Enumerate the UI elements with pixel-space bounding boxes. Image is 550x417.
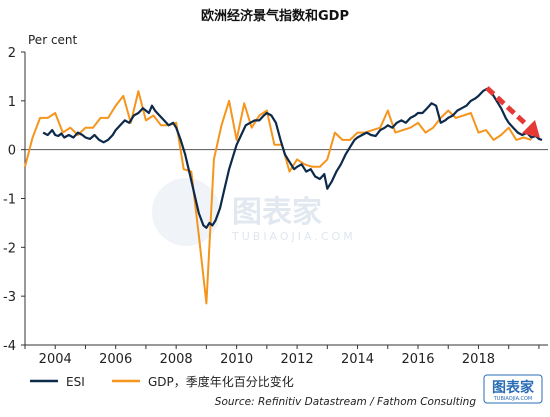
trend-arrow [485,86,540,138]
axes [21,51,548,349]
legend-esi-label: ESI [66,375,85,389]
x-tick-label: 2016 [401,352,434,367]
y-tick-label: -1 [3,193,16,208]
logo: 图表家 TUBIAOJIA.COM [483,374,543,404]
x-tick-label: 2010 [220,352,253,367]
x-tick-label: 2012 [281,352,314,367]
logo-subtext: TUBIAOJIA.COM [493,396,533,402]
y-tick-label: -4 [3,339,16,354]
tick-labels: 2 1 0 -1 -2 -3 -4 2004 2006 2008 2010 2012 2014 2016 2… [3,46,495,367]
source-note: Source: Refinitiv Datastream / Fathom Co… [215,396,477,408]
y-axis-label: Per cent [28,33,78,47]
y-tick-label: -2 [3,241,16,256]
x-tick-label: 2018 [462,352,495,367]
x-tick-label: 2004 [39,352,72,367]
y-tick-label: 2 [8,46,16,61]
watermark-subtext: TUBIAOJIA.COM [231,230,356,243]
x-tick-label: 2006 [99,352,132,367]
watermark: 图表家 TUBIAOJIA.COM [152,178,356,246]
gdp-line [24,90,532,305]
esi-line [42,87,543,229]
legend: ESI GDP，季度年化百分比变化 [30,374,294,389]
x-tick-label: 2014 [341,352,374,367]
y-tick-label: 1 [8,95,16,110]
x-tick-label: 2008 [160,352,193,367]
chart-title: 欧洲经济景气指数和GDP [201,8,349,24]
watermark-text: 图表家 [232,195,322,230]
series-lines [24,87,543,305]
y-tick-label: 0 [8,144,16,159]
legend-gdp-label: GDP，季度年化百分比变化 [148,374,294,389]
y-tick-label: -3 [3,290,16,305]
logo-text: 图表家 [492,379,535,396]
